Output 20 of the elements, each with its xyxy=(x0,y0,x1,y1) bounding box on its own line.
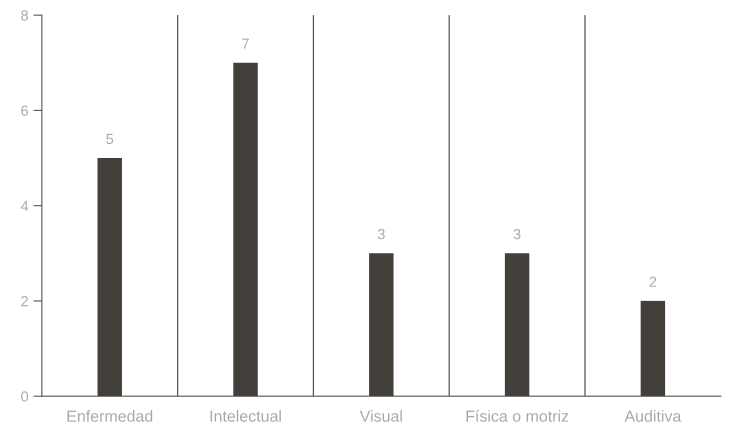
x-tick-label: Física o motriz xyxy=(466,410,568,422)
bar xyxy=(233,62,258,396)
x-tick-label: Auditiva xyxy=(624,410,682,422)
data-label: 5 xyxy=(106,134,114,144)
bar xyxy=(504,253,530,396)
bar xyxy=(640,300,666,396)
y-tick-label: 8 xyxy=(21,10,28,21)
y-tick-label: 0 xyxy=(21,391,28,402)
bar xyxy=(98,158,122,396)
x-tick-label: Visual xyxy=(360,410,402,422)
x-tick-label: Intelectual xyxy=(210,410,281,422)
data-label: 3 xyxy=(514,228,521,240)
x-tick-label: Enfermedad xyxy=(68,410,152,422)
y-tick-label: 6 xyxy=(21,106,28,116)
y-tick-label: 4 xyxy=(20,200,28,211)
y-tick-label: 2 xyxy=(21,296,28,306)
data-label: 7 xyxy=(242,38,249,49)
data-label: 2 xyxy=(650,276,656,287)
bar xyxy=(369,253,394,396)
data-label: 3 xyxy=(378,228,385,240)
